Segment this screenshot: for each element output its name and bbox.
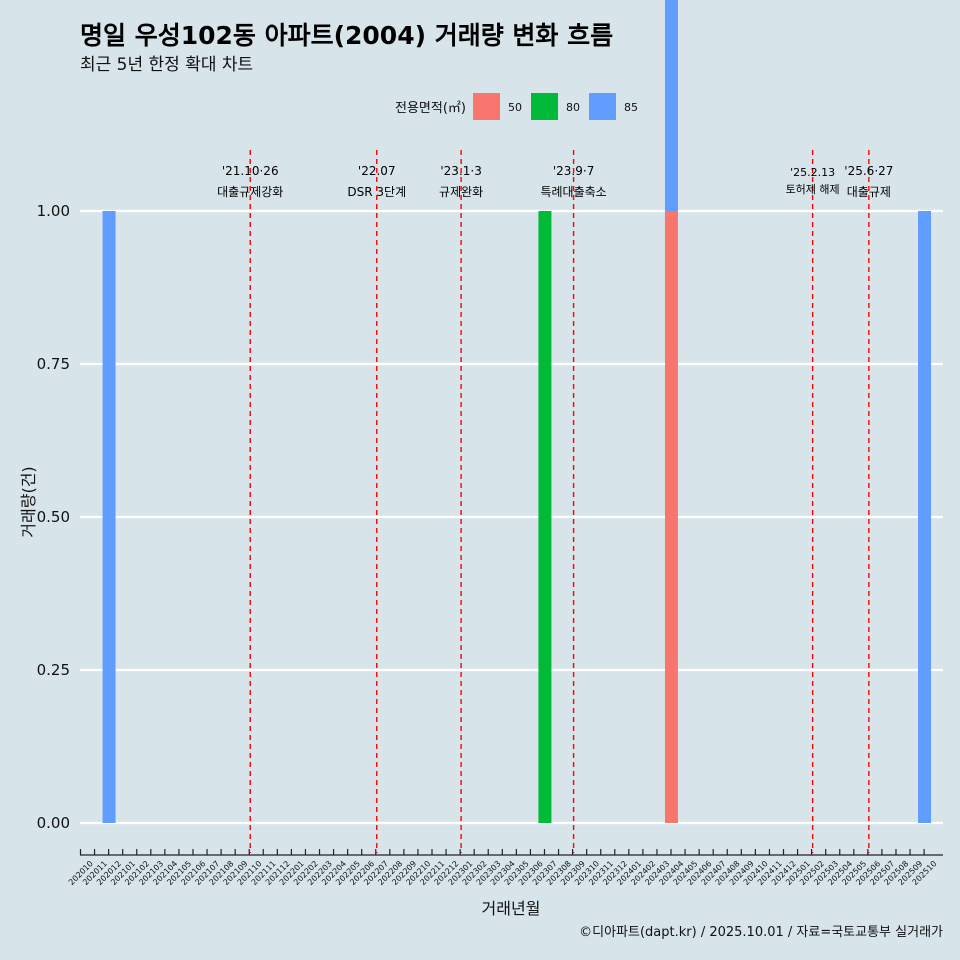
legend-label-85: 85 — [624, 101, 638, 114]
legend-title: 전용면적(㎡) — [395, 101, 466, 116]
policy-date-202301: '23.1·3 — [440, 164, 481, 178]
bar-85-202403 — [664, 0, 678, 211]
legend-swatch-85 — [589, 93, 616, 120]
policy-label-202502: 토허제 해제 — [786, 182, 840, 196]
policy-date-202502: '25.2.13 — [790, 166, 835, 179]
y-tick-label: 0.00 — [37, 814, 70, 832]
policy-label-202301: 규제완화 — [439, 185, 483, 199]
policy-date-202110: '21.10·26 — [222, 164, 279, 178]
y-tick-label: 1.00 — [37, 202, 70, 220]
legend-label-50: 50 — [508, 101, 522, 114]
policy-label-202506: 대출규제 — [847, 185, 891, 199]
bar-85-202011 — [102, 211, 116, 823]
legend-label-80: 80 — [566, 101, 580, 114]
chart-subtitle: 최근 5년 한정 확대 차트 — [80, 55, 253, 75]
policy-label-202207: DSR 3단계 — [347, 185, 406, 199]
y-tick-label: 0.25 — [37, 661, 70, 679]
y-axis-title: 거래량(건) — [19, 466, 38, 537]
y-tick-label: 0.75 — [37, 355, 70, 373]
y-tick-label: 0.50 — [37, 508, 70, 526]
source-caption: ©디아파트(dapt.kr) / 2025.10.01 / 자료=국토교통부 실… — [579, 925, 943, 940]
policy-date-202309: '23.9·7 — [553, 164, 594, 178]
policy-label-202110: 대출규제강화 — [217, 185, 283, 199]
chart-title: 명일 우성102동 아파트(2004) 거래량 변화 흐름 — [80, 21, 613, 50]
legend-swatch-80 — [531, 93, 558, 120]
x-axis-title: 거래년월 — [482, 899, 541, 918]
bar-80-202306 — [538, 211, 552, 823]
bar-50-202403 — [664, 211, 678, 823]
policy-label-202309: 특례대출축소 — [540, 185, 606, 199]
bar-85-202509 — [918, 211, 932, 823]
policy-date-202506: '25.6·27 — [844, 164, 893, 178]
legend-swatch-50 — [473, 93, 500, 120]
policy-date-202207: '22.07 — [358, 164, 396, 178]
